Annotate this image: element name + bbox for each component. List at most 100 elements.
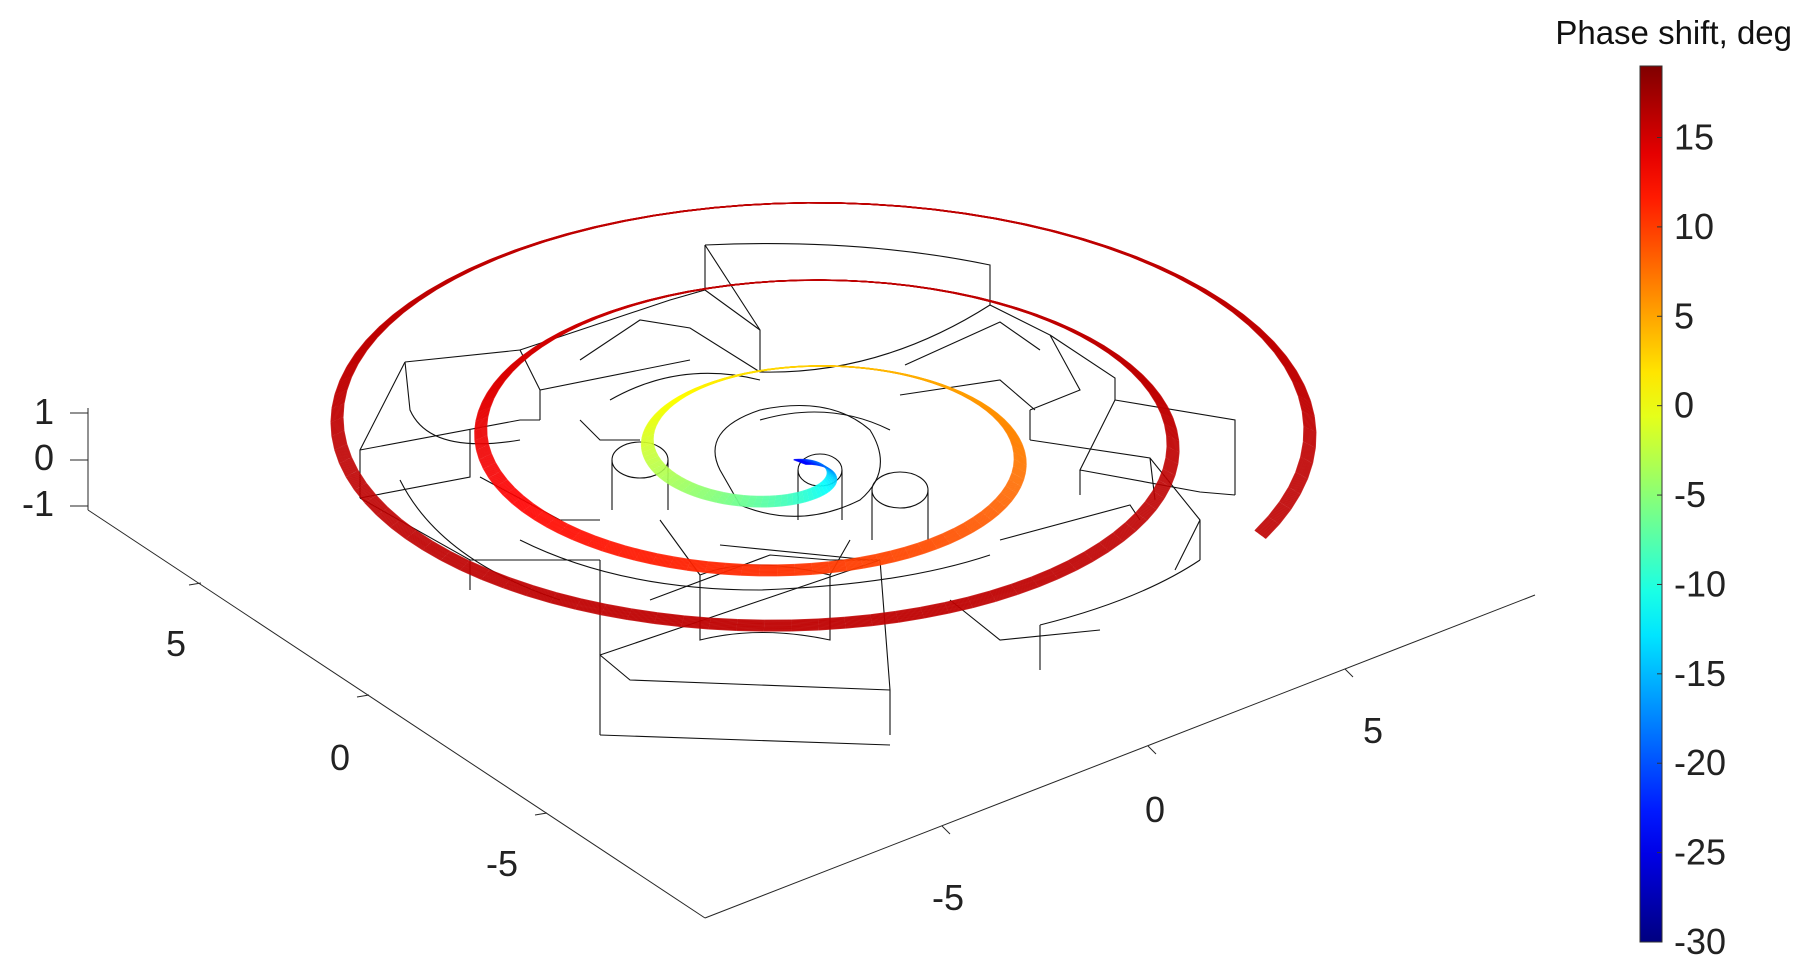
streamline-segment: [341, 378, 348, 393]
streamline-segment: [592, 538, 608, 545]
streamline-segment: [993, 590, 1016, 599]
streamline-segment: [538, 514, 552, 523]
streamline-segment: [644, 446, 647, 452]
streamline-segment: [843, 279, 867, 283]
streamline-segment: [1154, 497, 1164, 510]
streamline-segment: [780, 504, 788, 507]
streamline-segment: [1306, 399, 1313, 416]
streamline-segment: [991, 586, 1013, 595]
streamline-segment: [507, 581, 531, 591]
streamline-segment: [708, 626, 737, 630]
streamline-segment: [1073, 557, 1092, 568]
streamline-segment: [406, 537, 424, 550]
streamline-segment: [655, 461, 660, 467]
streamline-segment: [812, 567, 830, 571]
streamline-segment: [1296, 476, 1305, 493]
streamline-segment: [741, 499, 749, 502]
streamline-segment: [813, 484, 818, 488]
streamline-segment: [823, 481, 827, 485]
streamline-segment: [1313, 431, 1316, 448]
streamline-segment: [1285, 355, 1297, 372]
streamline-segment: [708, 284, 731, 289]
streamline-segment: [664, 468, 670, 474]
streamline-segment: [791, 625, 819, 629]
streamline-segment: [1145, 508, 1156, 521]
streamline-segment: [512, 488, 522, 498]
streamline-segment: [1012, 578, 1034, 588]
streamline-segment: [797, 493, 803, 496]
streamline-segment: [372, 496, 386, 510]
streamline-segment: [943, 529, 956, 537]
streamline-segment: [931, 534, 944, 541]
streamline-segment: [817, 493, 822, 497]
streamline-segment: [1260, 520, 1276, 537]
streamline-segment: [1055, 230, 1085, 240]
streamline-segment: [1166, 459, 1171, 472]
streamline-segment: [353, 471, 364, 486]
streamline-segment: [777, 574, 795, 577]
colorbar-tick-label: -10: [1674, 563, 1726, 604]
streamline-segment: [554, 595, 579, 604]
streamline-segment: [870, 611, 896, 617]
streamline-segment: [370, 498, 384, 512]
streamline-segment: [429, 542, 449, 555]
streamline-segment: [365, 326, 380, 341]
streamline-segment: [618, 554, 635, 561]
streamline-segment: [531, 503, 544, 513]
streamline-segment: [349, 457, 358, 472]
streamline-segment: [1011, 577, 1033, 586]
streamline-segment: [969, 523, 980, 531]
streamline-segment: [668, 566, 687, 571]
streamline-segment: [707, 491, 715, 495]
streamline-segment: [380, 511, 396, 525]
streamline-segment: [481, 437, 485, 447]
streamline-segment: [624, 545, 642, 551]
streamline-segment: [1092, 549, 1109, 561]
streamline-segment: [1142, 506, 1154, 519]
streamline-segment: [627, 617, 655, 624]
streamline-segment: [507, 581, 531, 592]
streamline-segment: [330, 422, 333, 437]
streamline-segment: [797, 492, 803, 495]
streamline-segment: [333, 407, 336, 422]
streamline-segment: [878, 559, 895, 565]
streamline-segment: [1277, 508, 1291, 524]
streamline-segment: [922, 607, 947, 614]
streamline-segment: [446, 554, 467, 566]
streamline-segment: [375, 495, 389, 509]
streamline-segment: [655, 619, 683, 624]
streamline-segment: [711, 496, 719, 500]
streamline-segment: [905, 373, 919, 379]
streamline-segment: [1004, 487, 1010, 496]
streamline-segment: [709, 624, 737, 627]
streamline-segment: [580, 599, 606, 606]
streamline-segment: [523, 509, 536, 519]
streamline-segment: [1012, 440, 1017, 448]
streamline-segment: [1149, 493, 1159, 506]
streamline-segment: [786, 500, 794, 503]
streamline-segment: [1021, 463, 1025, 471]
streamline-segment: [773, 505, 781, 508]
streamline-segment: [822, 485, 826, 489]
streamline-segment: [1145, 491, 1155, 503]
streamline-segment: [797, 493, 804, 497]
streamline-segment: [660, 470, 667, 476]
streamline-segment: [562, 528, 577, 536]
streamline-segment: [686, 486, 694, 491]
streamline-segment: [971, 525, 983, 533]
streamline-segment: [872, 620, 899, 626]
streamline-segment: [936, 542, 951, 550]
streamline-segment: [855, 366, 869, 370]
streamline-segment: [710, 618, 738, 622]
streamline-segment: [655, 556, 673, 561]
streamline-segment: [654, 462, 659, 468]
streamline-segment: [827, 475, 830, 478]
streamline-segment: [832, 478, 835, 481]
streamline-segment: [637, 554, 655, 560]
streamline-segment: [520, 497, 531, 507]
streamline-segment: [792, 500, 799, 504]
streamline-segment: [552, 598, 578, 606]
streamline-segment: [332, 421, 335, 436]
streamline-segment: [979, 517, 990, 525]
streamline-segment: [935, 208, 967, 215]
